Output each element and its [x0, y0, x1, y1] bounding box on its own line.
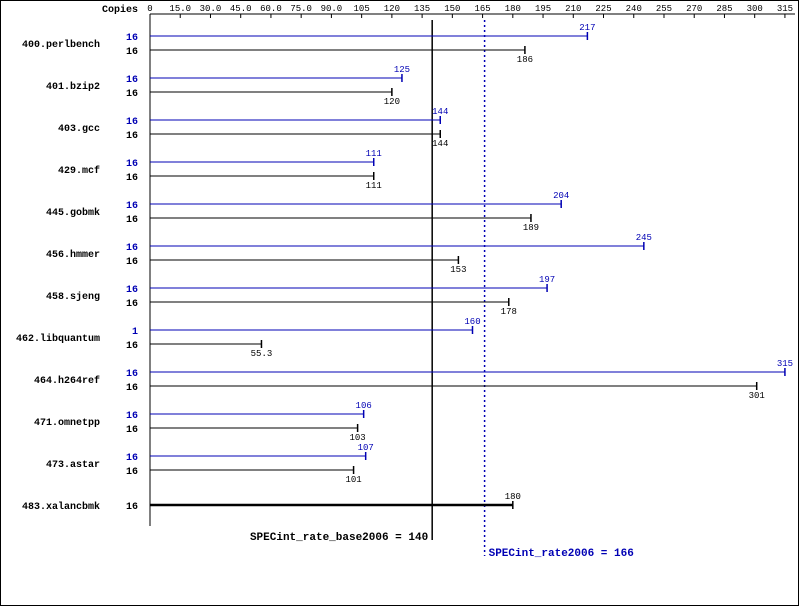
base-value: 301	[749, 391, 765, 401]
axis-tick-label: 45.0	[230, 4, 252, 14]
axis-tick-label: 285	[716, 4, 732, 14]
axis-tick-label: 60.0	[260, 4, 282, 14]
benchmark-label: 403.gcc	[58, 124, 100, 135]
axis-tick-label: 90.0	[321, 4, 343, 14]
axis-tick-label: 105	[354, 4, 370, 14]
peak-copies: 16	[126, 33, 138, 44]
axis-tick-label: 150	[444, 4, 460, 14]
benchmark-label: 400.perlbench	[22, 39, 100, 51]
base-copies: 16	[126, 89, 138, 100]
peak-copies: 16	[126, 453, 138, 464]
benchmark-label: 462.libquantum	[16, 333, 100, 345]
axis-tick-label: 255	[656, 4, 672, 14]
peak-value: 125	[394, 65, 410, 75]
benchmark-label: 464.h264ref	[34, 375, 100, 387]
axis-tick-label: 120	[384, 4, 400, 14]
base-value: 55.3	[251, 349, 273, 359]
summary-base-label: SPECint_rate_base2006 = 140	[250, 532, 428, 544]
peak-copies: 16	[126, 117, 138, 128]
base-value: 153	[450, 265, 466, 275]
axis-tick-label: 0	[147, 4, 152, 14]
axis-tick-label: 270	[686, 4, 702, 14]
peak-copies: 16	[126, 285, 138, 296]
benchmark-label: 456.hmmer	[46, 249, 100, 261]
benchmark-label: 429.mcf	[58, 165, 100, 177]
base-copies: 16	[126, 257, 138, 268]
copies-header: Copies	[102, 4, 138, 16]
chart-border	[1, 1, 799, 606]
peak-copies: 16	[126, 243, 138, 254]
base-copies: 16	[126, 131, 138, 142]
peak-copies: 1	[132, 327, 138, 338]
base-value: 103	[350, 433, 366, 443]
base-copies: 16	[126, 425, 138, 436]
base-value: 189	[523, 223, 539, 233]
peak-copies: 16	[126, 159, 138, 170]
axis-tick-label: 30.0	[200, 4, 222, 14]
peak-copies: 16	[126, 369, 138, 380]
peak-value: 245	[636, 233, 652, 243]
summary-peak-label: SPECint_rate2006 = 166	[489, 548, 634, 560]
base-copies: 16	[126, 502, 138, 513]
base-copies: 16	[126, 383, 138, 394]
base-value: 186	[517, 55, 533, 65]
axis-tick-label: 225	[595, 4, 611, 14]
axis-tick-label: 165	[474, 4, 490, 14]
spec-rate-chart: Copies 0 15.0 30.0 45.0 60.0 75.0 90.0 105 120 135…	[0, 0, 799, 606]
peak-value: 204	[553, 191, 569, 201]
peak-value: 160	[464, 317, 480, 327]
axis-tick-label: 75.0	[290, 4, 312, 14]
base-value: 101	[345, 475, 361, 485]
peak-value: 217	[579, 23, 595, 33]
benchmark-label: 401.bzip2	[46, 81, 100, 93]
benchmark-label: 473.astar	[46, 460, 100, 471]
benchmark-label: 483.xalancbmk	[22, 501, 100, 513]
benchmark-label: 445.gobmk	[46, 207, 100, 219]
base-copies: 16	[126, 173, 138, 184]
peak-value: 106	[356, 401, 372, 411]
base-copies: 16	[126, 467, 138, 478]
peak-value: 107	[358, 443, 374, 453]
axis-tick-label: 135	[414, 4, 430, 14]
base-value: 144	[432, 139, 448, 149]
base-value: 178	[501, 307, 517, 317]
base-copies: 16	[126, 215, 138, 226]
axis-tick-label: 180	[505, 4, 521, 14]
peak-value: 197	[539, 275, 555, 285]
benchmark-label: 471.omnetpp	[34, 418, 100, 429]
axis-tick-label: 195	[535, 4, 551, 14]
base-copies: 16	[126, 299, 138, 310]
axis-tick-label: 300	[747, 4, 763, 14]
base-copies: 16	[126, 341, 138, 352]
peak-value: 111	[366, 149, 382, 159]
axis-tick-label: 240	[626, 4, 642, 14]
axis-tick-label: 15.0	[169, 4, 191, 14]
benchmark-label: 458.sjeng	[46, 291, 100, 303]
axis-tick-label: 210	[565, 4, 581, 14]
base-value: 120	[384, 97, 400, 107]
peak-copies: 16	[126, 411, 138, 422]
axis-tick-label: 315	[777, 4, 793, 14]
peak-value: 144	[432, 107, 448, 117]
base-value: 180	[505, 492, 521, 502]
peak-copies: 16	[126, 201, 138, 212]
peak-value: 315	[777, 359, 793, 369]
base-copies: 16	[126, 47, 138, 58]
base-value: 111	[366, 181, 382, 191]
peak-copies: 16	[126, 75, 138, 86]
